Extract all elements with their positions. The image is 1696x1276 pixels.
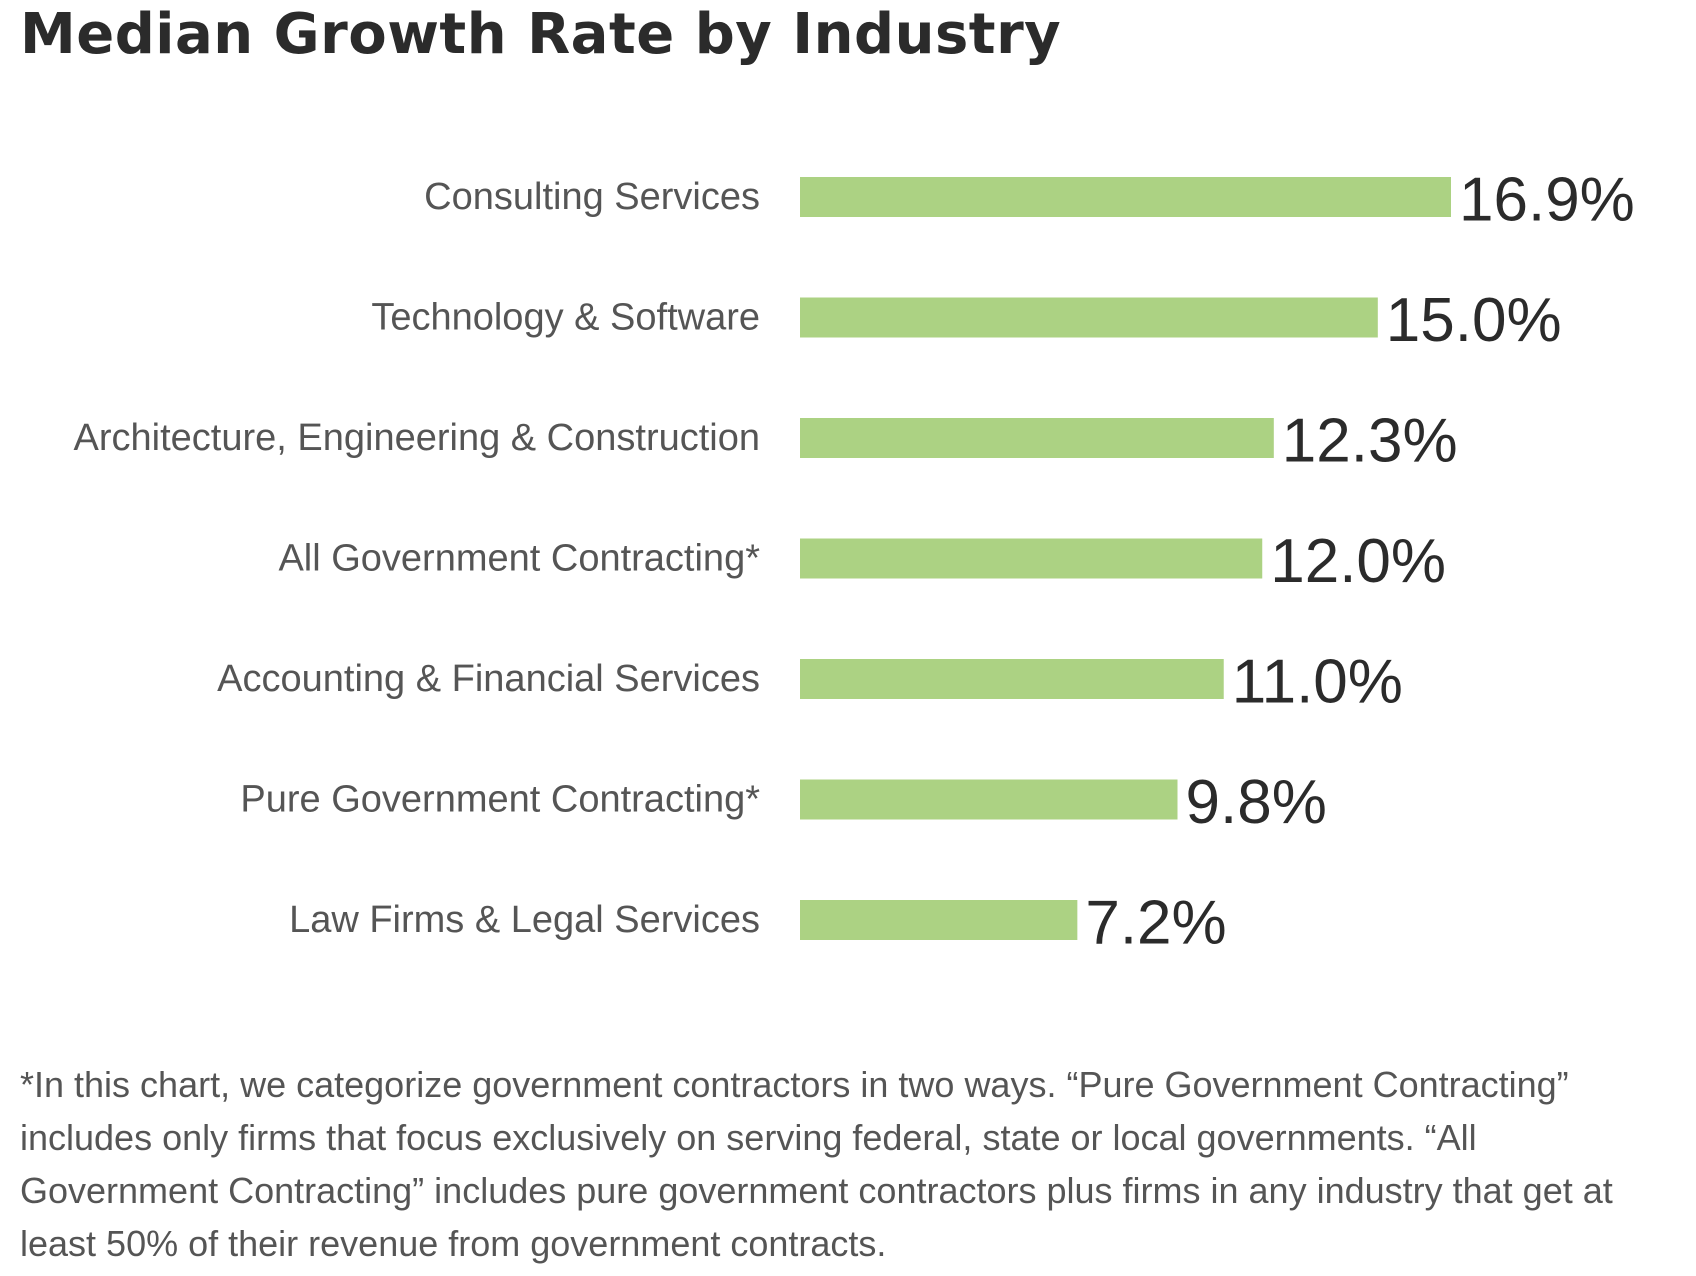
value-label: 12.3% [1282,407,1458,476]
category-label: Accounting & Financial Services [217,658,760,700]
bar [800,418,1274,458]
value-label: 16.9% [1459,166,1635,235]
bar [800,297,1378,338]
bar [800,538,1263,579]
category-label: Architecture, Engineering & Construction [74,417,760,459]
value-label: 9.8% [1186,768,1327,837]
category-label: Technology & Software [371,297,760,339]
chart-title: Median Growth Rate by Industry [20,2,1062,67]
bar [800,659,1224,699]
bar [800,779,1178,820]
category-label: All Government Contracting* [278,538,760,580]
bar-chart: Consulting Services 16.9% Technology & Sof… [74,166,1635,958]
bar [800,177,1451,217]
category-label: Law Firms & Legal Services [289,899,760,941]
category-label: Consulting Services [424,176,760,218]
category-label: Pure Government Contracting* [240,779,760,821]
value-label: 15.0% [1386,286,1562,355]
value-label: 12.0% [1270,527,1446,596]
value-label: 7.2% [1085,889,1226,958]
value-label: 11.0% [1232,648,1403,717]
footnote: *In this chart, we categorize government… [20,1064,1613,1264]
bar [800,900,1078,940]
